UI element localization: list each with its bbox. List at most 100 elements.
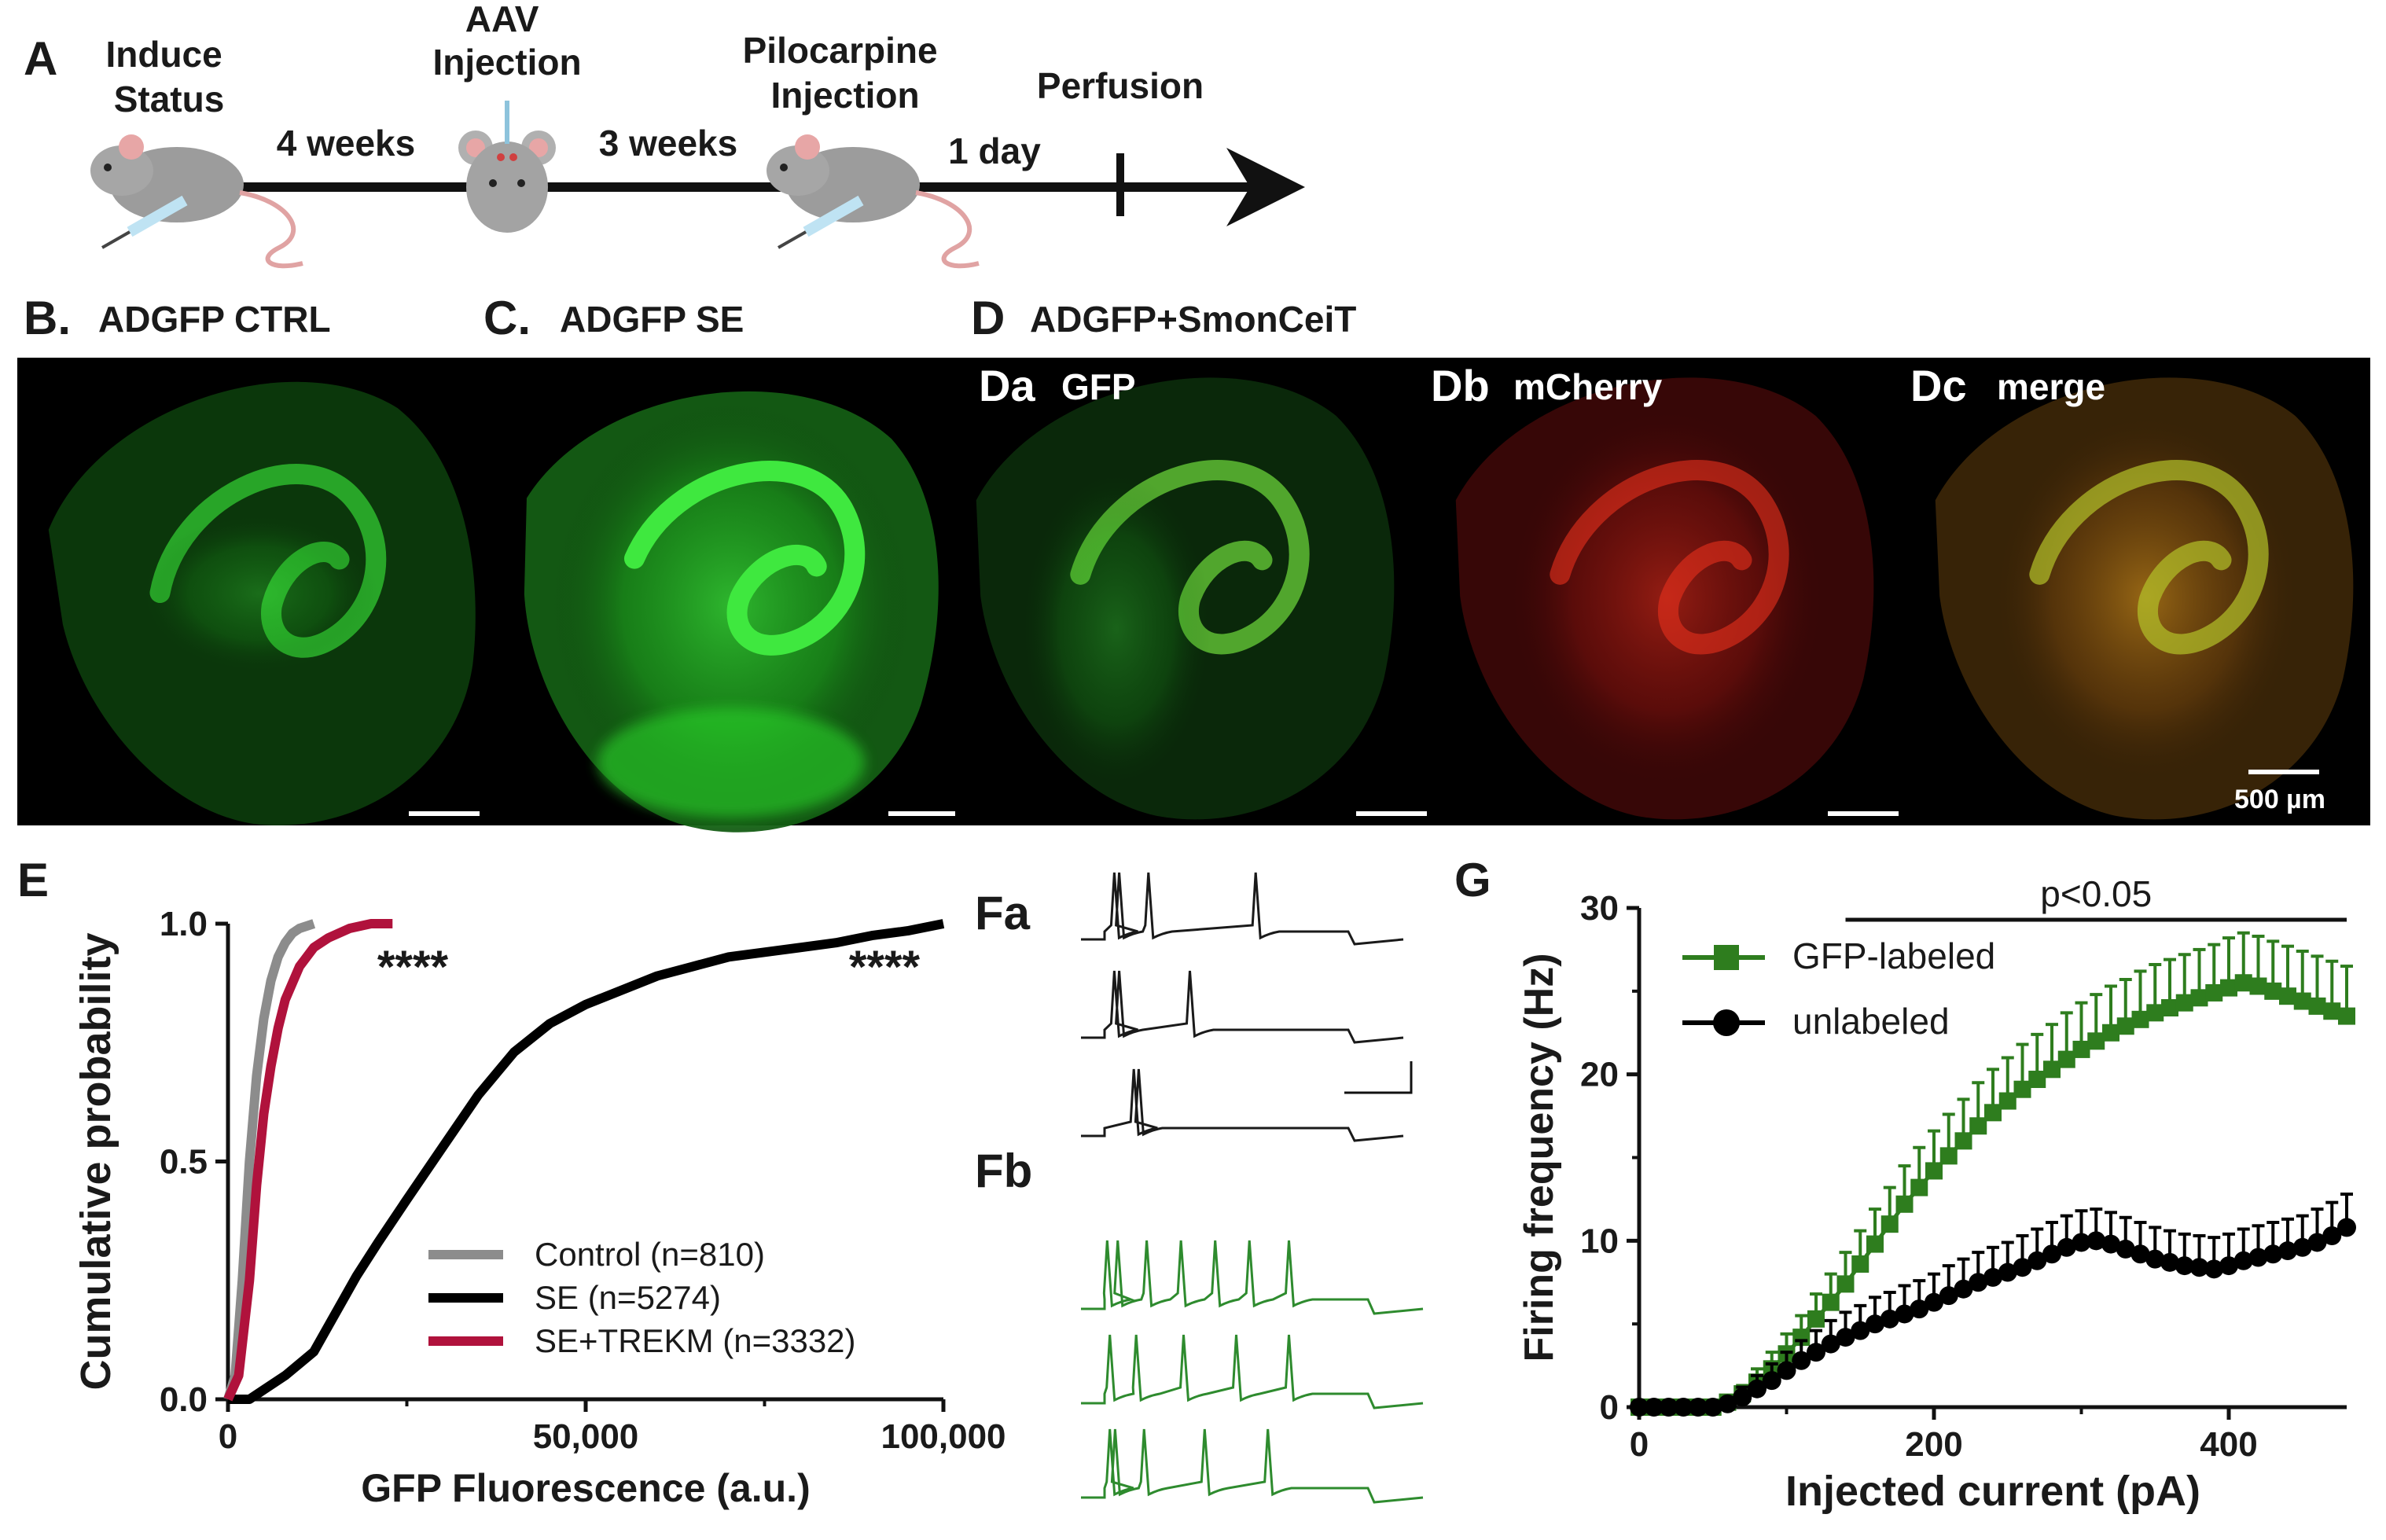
g-point	[2145, 1249, 2165, 1269]
g-series-1	[1630, 1193, 2356, 1417]
panel-g-letter: G	[1454, 854, 1491, 906]
panel-d-letter: D	[971, 292, 1005, 344]
g-point	[1807, 1310, 1825, 1328]
g-point	[1718, 1394, 1737, 1413]
step-label-pilocarpine: Pilocarpine Injection	[743, 30, 948, 116]
g-point	[2072, 1040, 2090, 1058]
panel-dc-title: merge	[1997, 366, 2105, 407]
g-point	[2043, 1060, 2061, 1079]
panel-da-letter: Da	[979, 361, 1035, 410]
image-c-se	[499, 366, 972, 860]
g-point	[1851, 1321, 1870, 1340]
panel-e-chart: E 0 50,000 100,000 0.0 0.5 1.0 GFP Fluorescenc…	[17, 854, 1006, 1510]
g-point	[2130, 1244, 2150, 1264]
panel-b-title: ADGFP CTRL	[98, 299, 331, 340]
g-point	[2322, 1226, 2342, 1245]
image-da-gfp	[943, 341, 1442, 858]
panel-e-letter: E	[17, 854, 49, 906]
g-point	[1998, 1263, 2017, 1282]
g-series-line	[1639, 980, 2347, 1410]
g-legend-marker	[1714, 945, 1739, 970]
fb-trace-3	[1081, 1428, 1424, 1504]
g-point	[1689, 1398, 1708, 1417]
e-legend-label: SE (n=5274)	[535, 1279, 721, 1316]
step-label-perfusion: Perfusion	[1037, 65, 1204, 106]
g-point	[1895, 1304, 1914, 1324]
g-point	[1910, 1178, 1928, 1196]
timeline-arrowhead	[1226, 148, 1305, 226]
g-point	[2175, 994, 2193, 1012]
e-legend-label: SE+TREKM (n=3332)	[535, 1322, 856, 1359]
g-point	[1822, 1293, 1840, 1311]
image-dc-merge	[1903, 341, 2386, 858]
g-point	[2175, 1256, 2194, 1276]
panel-c-title: ADGFP SE	[560, 299, 744, 340]
g-point	[1674, 1398, 1693, 1417]
g-point	[1866, 1235, 1884, 1253]
g-point	[2042, 1244, 2061, 1264]
g-point	[2101, 1234, 2120, 1254]
g-point	[2086, 1231, 2106, 1251]
g-y-tick-label: 20	[1580, 1056, 1619, 1094]
e-series-line-0	[223, 919, 316, 1401]
g-point	[1807, 1343, 1825, 1362]
g-point	[2279, 987, 2296, 1005]
g-point	[1851, 1255, 1869, 1273]
g-point	[2146, 1004, 2164, 1022]
g-point	[2013, 1080, 2031, 1098]
mouse-2-illustration	[458, 101, 556, 233]
g-point	[1880, 1215, 1899, 1233]
g-point	[1836, 1328, 1855, 1347]
g-point	[1954, 1132, 1972, 1150]
g-point	[1939, 1147, 1958, 1165]
g-point	[1939, 1286, 1958, 1306]
e-series-line-1	[228, 919, 945, 1404]
g-point	[1644, 1398, 1664, 1417]
g-point	[2234, 974, 2252, 992]
g-point	[1748, 1379, 1767, 1398]
g-point	[2190, 989, 2208, 1007]
g-point	[1925, 1162, 1943, 1180]
g-point	[2189, 1258, 2209, 1277]
g-point	[2160, 1252, 2179, 1272]
e-series-line-2	[223, 919, 393, 1402]
fa-trace-2	[1081, 970, 1404, 1044]
fa-scale-bar	[1344, 1061, 1413, 1094]
g-point	[1984, 1104, 2002, 1122]
g-point	[1733, 1387, 1752, 1407]
panel-c-letter: C.	[483, 292, 531, 344]
fa-trace-1	[1081, 872, 1404, 946]
interval-label-3: 1 day	[948, 130, 1041, 171]
g-point	[2205, 983, 2223, 1002]
g-point	[2131, 1010, 2149, 1028]
e-y-tick-label: 0.5	[160, 1143, 208, 1182]
panel-db-letter: Db	[1431, 361, 1490, 410]
g-x-tick-label: 200	[1905, 1425, 1962, 1464]
g-legend-label: unlabeled	[1792, 1001, 1950, 1042]
g-x-tick-label: 0	[1630, 1425, 1649, 1464]
g-point	[1954, 1279, 1973, 1299]
g-y-tick-label: 30	[1580, 889, 1619, 928]
g-point	[1880, 1309, 1899, 1329]
g-series-0	[1630, 931, 2355, 1416]
g-point	[2263, 1244, 2283, 1264]
g-point	[2307, 1233, 2327, 1252]
g-point	[2308, 997, 2326, 1015]
g-point	[1821, 1334, 1840, 1354]
image-b-ctrl	[9, 333, 540, 880]
g-legend-marker	[1713, 1009, 1740, 1036]
g-significance-label: p<0.05	[2040, 873, 2152, 914]
g-point	[1969, 1273, 1988, 1292]
g-y-tick-label: 10	[1580, 1222, 1619, 1260]
e-legend-label: Control (n=810)	[535, 1236, 765, 1273]
g-point	[1998, 1092, 2017, 1110]
g-point	[1659, 1398, 1678, 1417]
panel-d-title: ADGFP+SmonCeiT	[1030, 299, 1356, 340]
panel-fb-letter: Fb	[975, 1145, 1032, 1197]
g-point	[2028, 1251, 2047, 1270]
e-x-tick-label: 100,000	[881, 1417, 1006, 1456]
image-db-mcherry	[1423, 341, 1921, 858]
e-y-axis-label: Cumulative probability	[72, 932, 119, 1390]
e-x-tick-label: 50,000	[533, 1417, 639, 1456]
